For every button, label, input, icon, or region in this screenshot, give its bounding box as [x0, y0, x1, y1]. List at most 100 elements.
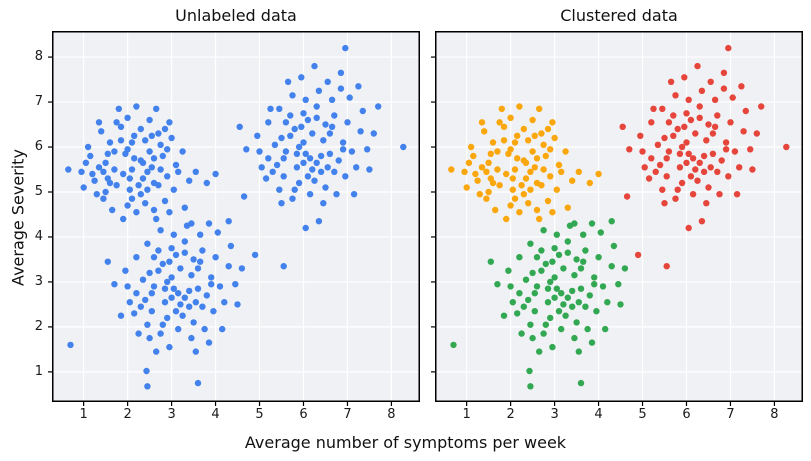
data-point: [166, 119, 173, 126]
data-point: [100, 168, 107, 175]
data-point: [672, 92, 679, 99]
data-point: [562, 148, 569, 155]
data-point: [645, 175, 653, 182]
panel-clustered-plot: [431, 31, 803, 406]
data-point: [700, 152, 708, 160]
data-point: [725, 173, 732, 180]
data-point: [197, 258, 204, 265]
data-point: [571, 220, 578, 227]
data-point: [95, 119, 103, 126]
x-tick-label: 3: [167, 407, 176, 422]
data-point: [256, 148, 263, 155]
data-point: [597, 229, 604, 236]
data-point: [91, 177, 98, 184]
data-point: [161, 285, 169, 292]
data-point: [120, 215, 127, 223]
data-point: [324, 78, 331, 85]
data-point: [494, 148, 501, 155]
data-point: [199, 303, 206, 310]
data-point: [302, 150, 309, 157]
data-point: [608, 218, 615, 225]
data-point: [157, 330, 164, 337]
data-point: [683, 110, 690, 117]
panel-unlabeled-title: Unlabeled data: [175, 6, 297, 25]
data-point: [280, 263, 287, 270]
data-point: [304, 173, 312, 180]
data-point: [170, 285, 177, 292]
data-point: [555, 161, 563, 169]
data-point: [168, 134, 175, 142]
data-point: [192, 168, 199, 175]
data-point: [179, 312, 186, 319]
data-point: [106, 139, 114, 146]
data-point: [558, 168, 565, 175]
data-point: [569, 287, 576, 295]
data-point: [586, 292, 593, 299]
data-point: [573, 319, 580, 326]
data-point: [553, 285, 560, 292]
data-point: [111, 148, 118, 155]
data-point: [577, 285, 585, 292]
data-point: [181, 249, 188, 256]
data-point: [146, 148, 153, 155]
data-point: [736, 164, 743, 171]
data-point: [507, 114, 514, 122]
data-point: [634, 251, 642, 259]
data-point: [271, 141, 279, 148]
data-point: [520, 125, 527, 133]
data-point: [525, 200, 532, 207]
data-point: [124, 202, 131, 209]
data-point: [569, 303, 576, 310]
data-point: [131, 155, 138, 162]
data-point: [663, 263, 670, 270]
data-point: [511, 195, 519, 202]
data-point: [150, 283, 158, 290]
data-point: [595, 254, 602, 261]
data-point: [503, 215, 510, 223]
data-point: [492, 206, 499, 214]
data-point: [124, 114, 131, 122]
data-point: [514, 155, 521, 162]
data-point: [232, 281, 239, 288]
data-point: [729, 94, 736, 101]
data-point: [342, 173, 349, 180]
data-point: [342, 44, 349, 52]
data-point: [375, 103, 382, 110]
data-point: [157, 227, 164, 234]
data-point: [700, 168, 708, 175]
data-point: [526, 367, 533, 375]
data-point: [243, 146, 250, 153]
data-point: [531, 132, 538, 139]
data-point: [707, 78, 714, 85]
data-point: [370, 130, 377, 137]
x-tick-label: 7: [343, 407, 352, 422]
data-point: [188, 220, 195, 227]
x-tick-label: 4: [594, 407, 603, 422]
data-point: [126, 175, 133, 182]
data-point: [555, 251, 563, 259]
data-point: [527, 186, 534, 193]
data-point: [159, 321, 166, 328]
data-point: [234, 301, 241, 308]
data-point: [533, 254, 541, 261]
data-point: [758, 103, 765, 110]
data-point: [295, 143, 303, 151]
data-point: [681, 123, 688, 130]
data-point: [527, 168, 534, 175]
data-point: [251, 251, 259, 259]
data-point: [78, 168, 85, 175]
data-point: [175, 168, 182, 175]
data-point: [227, 242, 235, 250]
data-point: [150, 254, 158, 261]
data-point: [623, 193, 631, 200]
data-point: [637, 132, 644, 139]
y-tick-label: 8: [34, 49, 43, 65]
data-point: [626, 146, 633, 153]
data-point: [238, 265, 246, 272]
data-point: [225, 263, 232, 270]
data-point: [531, 290, 538, 297]
data-point: [322, 121, 329, 128]
data-point: [580, 231, 587, 238]
data-point: [302, 96, 309, 104]
data-point: [470, 152, 477, 160]
